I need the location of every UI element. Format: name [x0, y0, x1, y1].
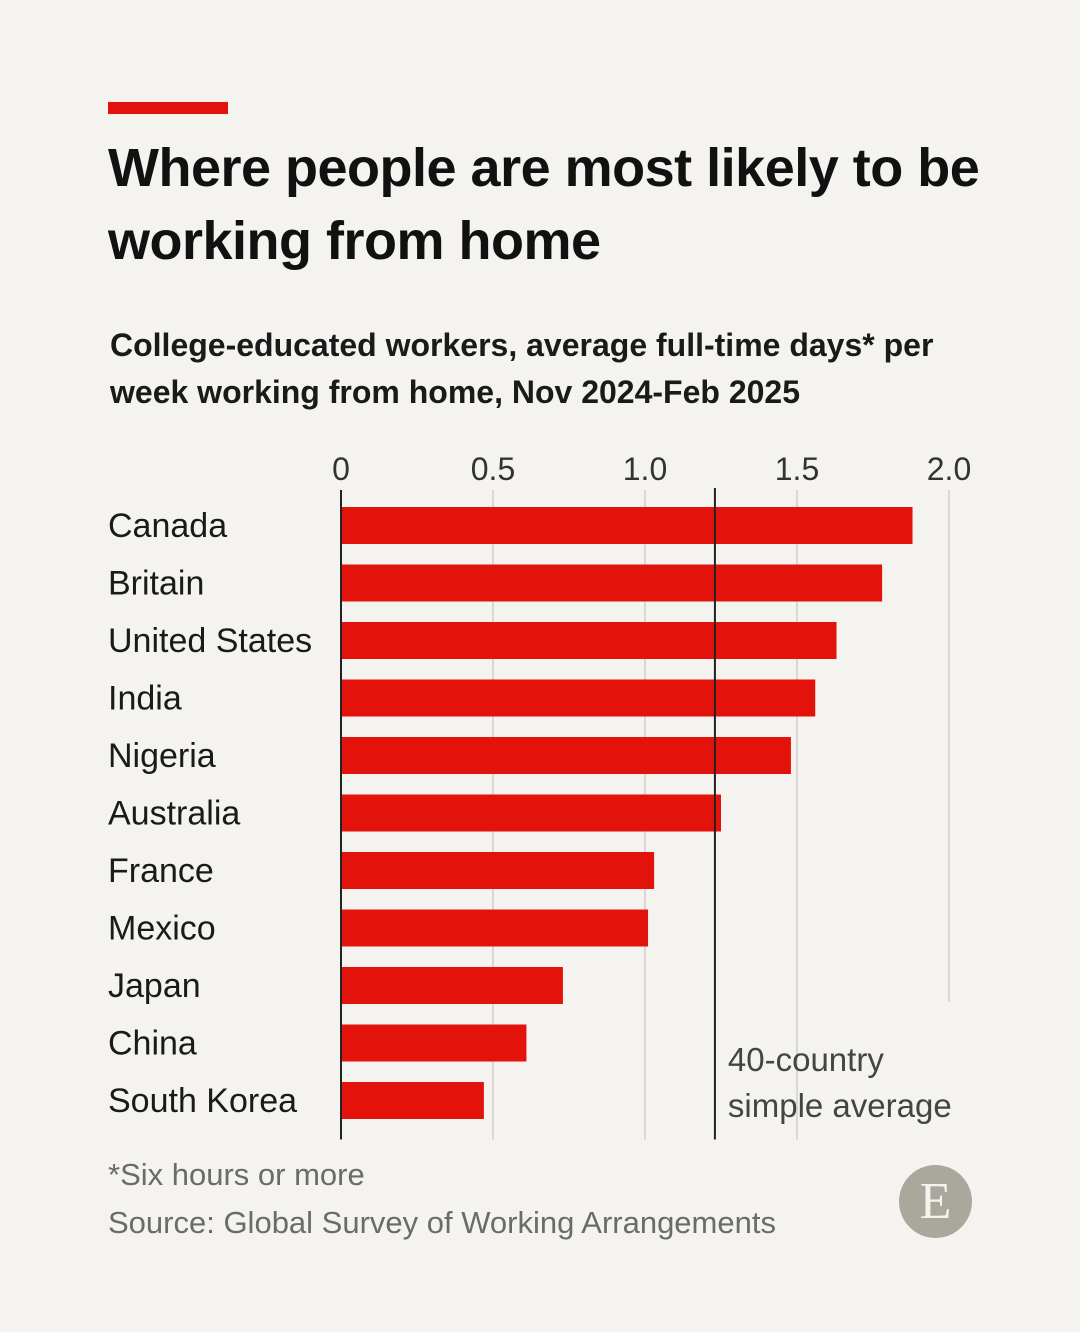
average-label: 40-country	[728, 1041, 884, 1078]
bar	[341, 564, 883, 602]
category-label: United States	[108, 622, 312, 660]
source-note: Source: Global Survey of Working Arrange…	[108, 1205, 776, 1240]
bar	[341, 679, 816, 717]
bar	[341, 1082, 484, 1119]
category-label: Canada	[108, 507, 227, 545]
category-label: South Korea	[108, 1082, 297, 1120]
bar	[341, 507, 913, 544]
bar	[341, 737, 791, 774]
category-label: France	[108, 852, 214, 890]
footnote: *Six hours or more	[108, 1157, 365, 1192]
category-label: Britain	[108, 565, 204, 603]
chart-title: Where people are most likely to be worki…	[108, 138, 980, 271]
x-tick-label: 2.0	[927, 451, 971, 487]
bar	[341, 1024, 527, 1062]
bar	[341, 909, 649, 947]
category-label: India	[108, 680, 182, 718]
economist-logo: E	[899, 1165, 972, 1238]
category-label: Japan	[108, 967, 201, 1005]
category-label: China	[108, 1025, 197, 1063]
average-label: simple average	[728, 1087, 952, 1124]
chart-subtitle: College-educated workers, average full-t…	[110, 327, 934, 410]
category-label: Australia	[108, 795, 240, 833]
category-label: Nigeria	[108, 737, 216, 775]
category-label: Mexico	[108, 910, 216, 948]
bar	[341, 622, 837, 659]
x-tick-label: 0.5	[471, 451, 515, 487]
bar	[341, 794, 721, 832]
x-tick-label: 1.0	[623, 451, 667, 487]
bar-chart: 0 0.5 1.0 1.5 2.0 Canada Britain United States I…	[108, 451, 971, 1140]
bar	[341, 852, 655, 889]
x-tick-label: 1.5	[775, 451, 819, 487]
bar	[341, 967, 563, 1004]
x-tick-label: 0	[332, 451, 350, 487]
accent-bar	[108, 102, 228, 114]
